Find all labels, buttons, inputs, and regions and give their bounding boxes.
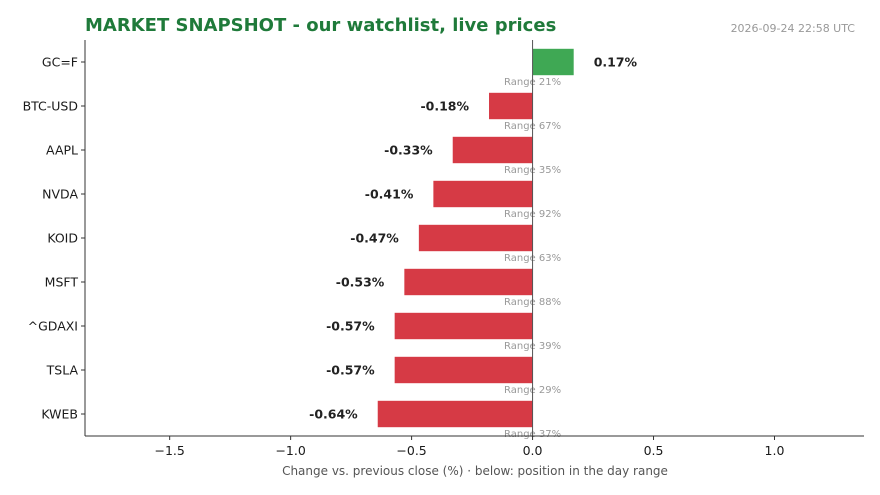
bar-btc-usd bbox=[489, 92, 533, 120]
category-label: ^GDAXI bbox=[28, 319, 78, 334]
x-tick-label: −1.5 bbox=[154, 443, 184, 458]
category-label: BTC-USD bbox=[23, 99, 78, 114]
bar-gc-f bbox=[532, 48, 574, 76]
value-label: -0.33% bbox=[384, 143, 433, 158]
value-label: -0.41% bbox=[365, 187, 414, 202]
x-tick-label: 0.0 bbox=[523, 443, 543, 458]
x-tick-label: 0.5 bbox=[644, 443, 664, 458]
value-label: -0.64% bbox=[309, 407, 358, 422]
plot-area: GC=F 0.17%Range 21%BTC-USD -0.18%Range 67%… bbox=[23, 40, 864, 458]
category-label: GC=F bbox=[42, 55, 78, 70]
bar-msft bbox=[404, 268, 533, 296]
value-label: -0.53% bbox=[336, 275, 385, 290]
value-label: -0.57% bbox=[326, 319, 375, 334]
bar-aapl bbox=[452, 136, 533, 164]
category-label: MSFT bbox=[45, 275, 79, 290]
x-tick-label: −0.5 bbox=[396, 443, 426, 458]
category-label: NVDA bbox=[42, 187, 78, 202]
value-label: 0.17% bbox=[594, 55, 638, 70]
bar-koid bbox=[418, 224, 533, 252]
category-label: KWEB bbox=[41, 407, 78, 422]
bar-tsla bbox=[394, 356, 533, 384]
value-label: -0.18% bbox=[420, 99, 469, 114]
x-tick-label: −1.0 bbox=[275, 443, 305, 458]
category-label: AAPL bbox=[46, 143, 78, 158]
chart-title: MARKET SNAPSHOT - our watchlist, live pr… bbox=[85, 15, 556, 36]
x-axis-label: Change vs. previous close (%) · below: p… bbox=[282, 464, 668, 478]
value-label: -0.47% bbox=[350, 231, 399, 246]
bar-kweb bbox=[377, 400, 533, 428]
x-tick-label: 1.0 bbox=[765, 443, 785, 458]
category-label: KOID bbox=[47, 231, 78, 246]
value-label: -0.57% bbox=[326, 363, 375, 378]
bar--gdaxi bbox=[394, 312, 533, 340]
timestamp: 2026-09-24 22:58 UTC bbox=[731, 22, 856, 35]
category-label: TSLA bbox=[46, 363, 79, 378]
bar-nvda bbox=[433, 180, 533, 208]
